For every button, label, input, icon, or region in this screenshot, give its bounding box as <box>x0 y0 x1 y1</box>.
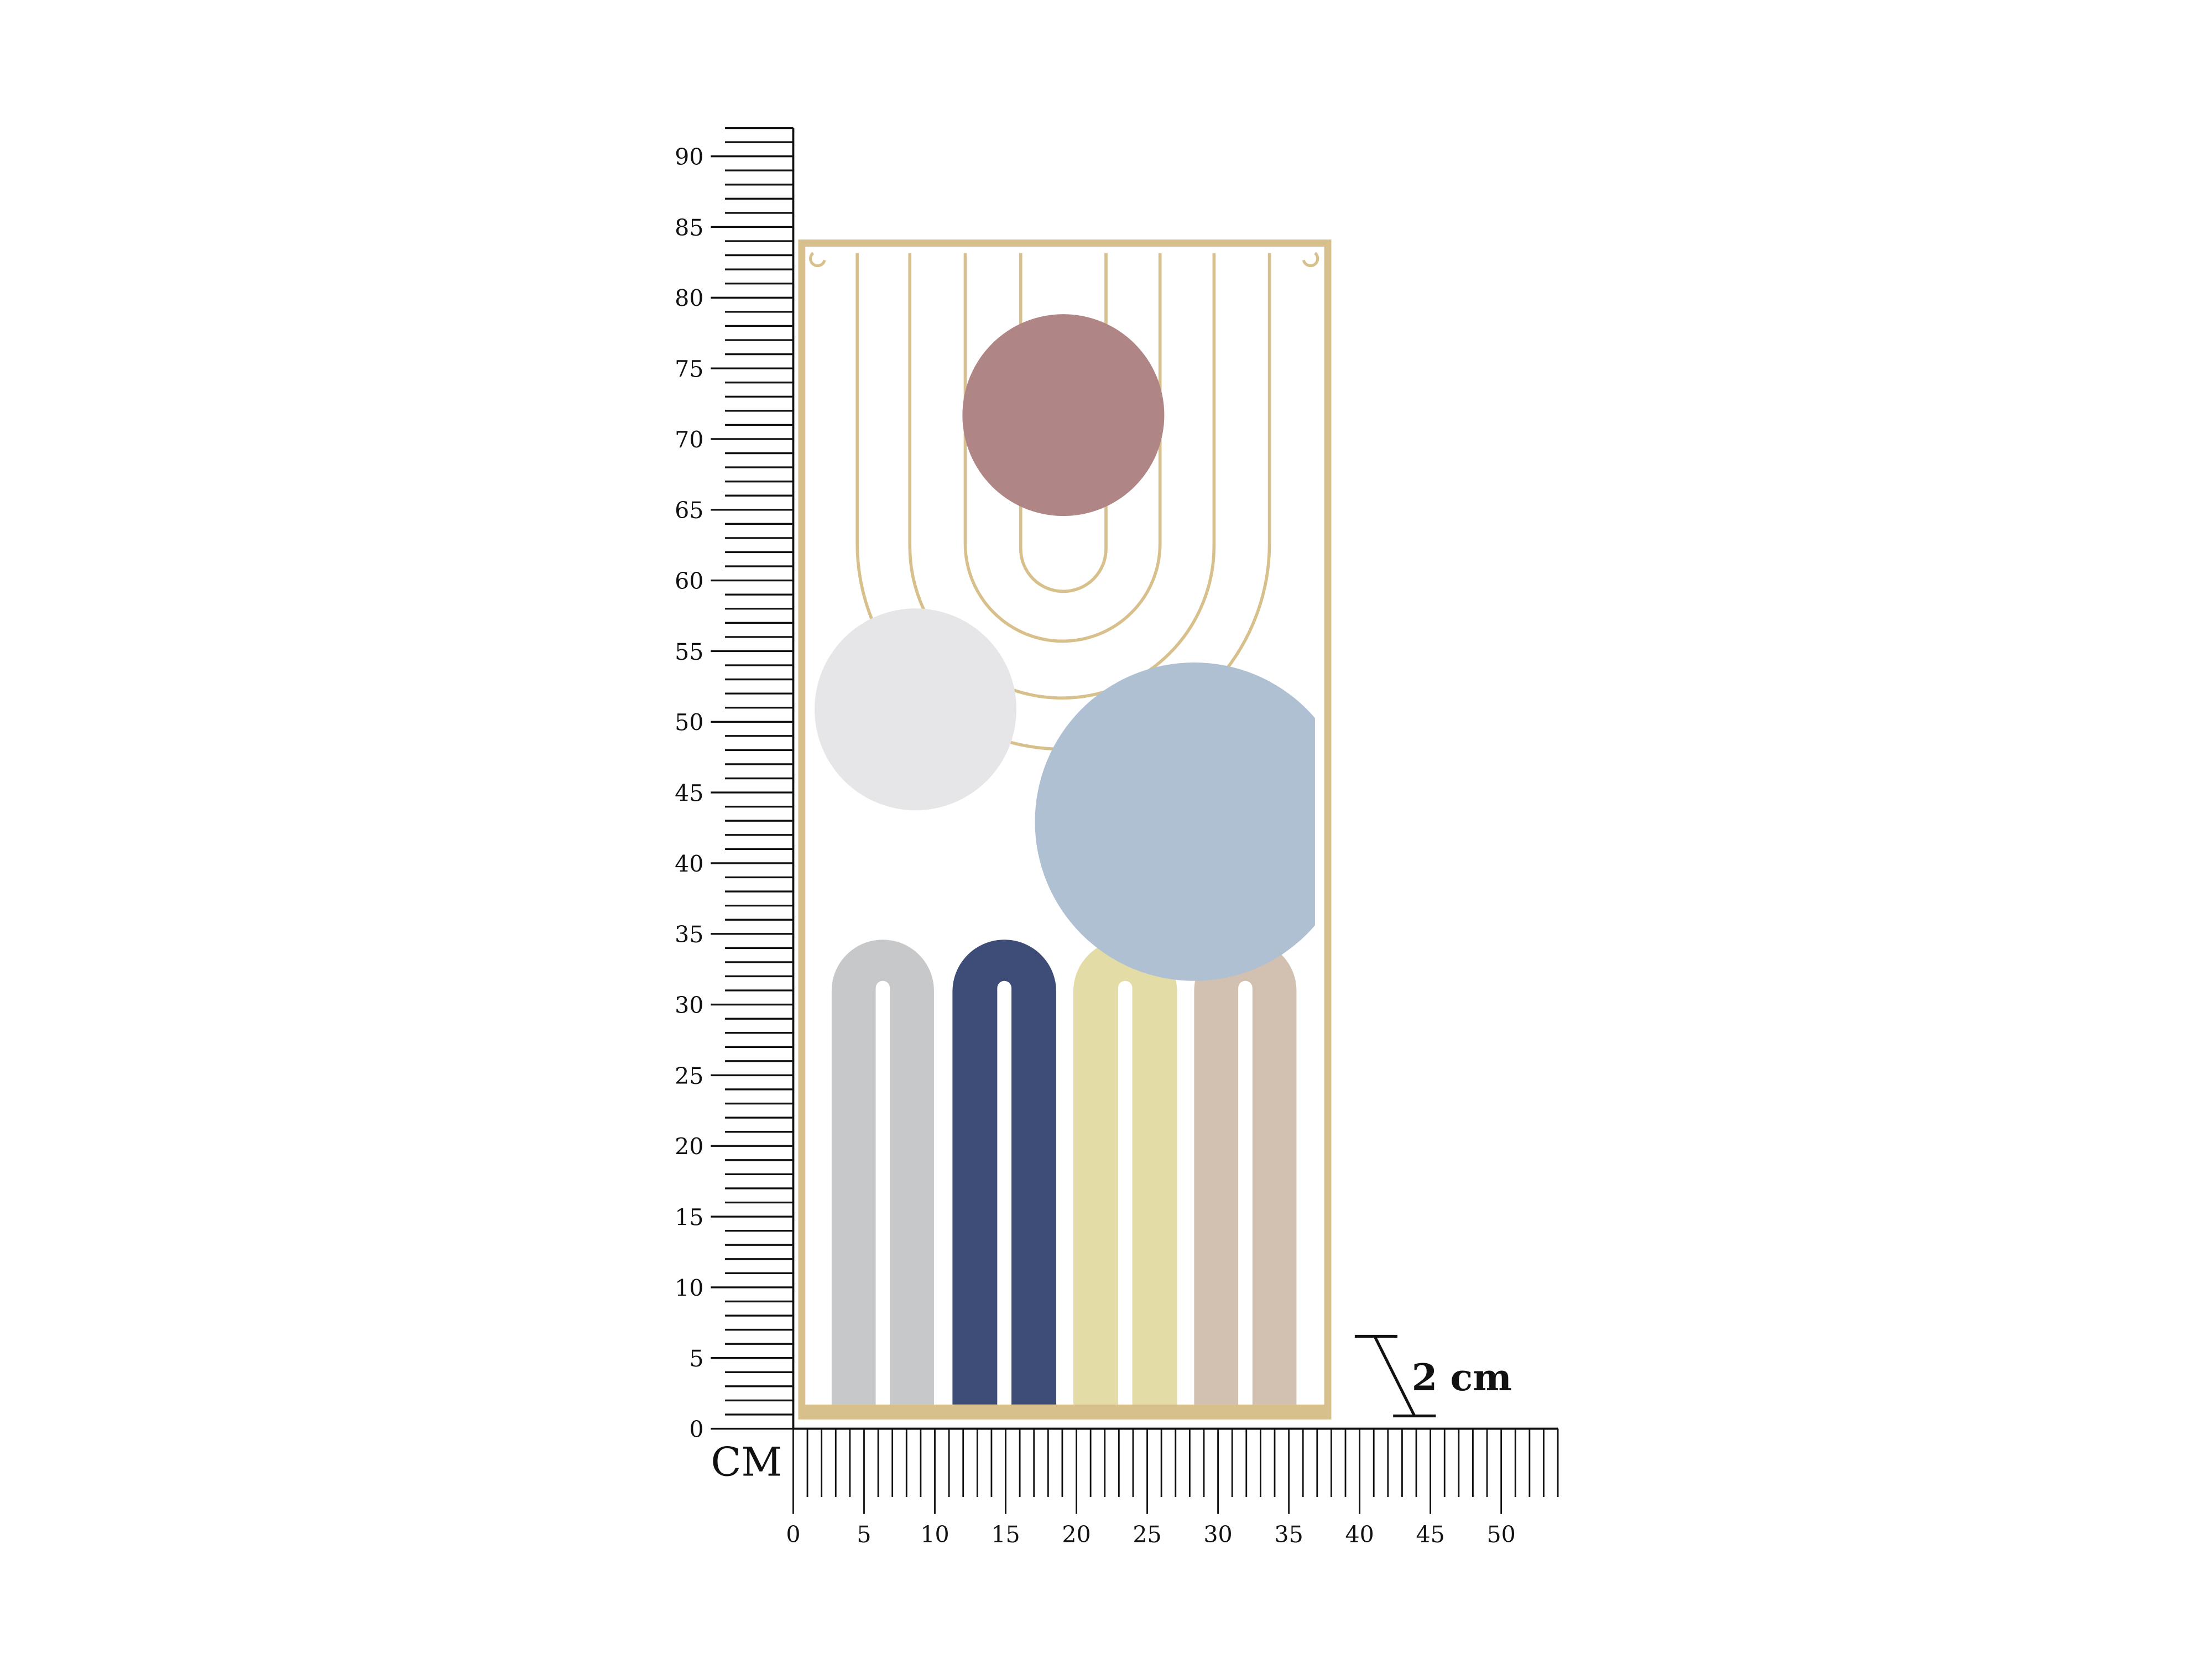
unit-label: CM <box>711 1438 782 1485</box>
navy-arch <box>952 940 1057 1405</box>
vertical-tick-label: 65 <box>675 497 703 524</box>
horizontal-ruler: 0 5 10 15 20 25 30 35 40 45 50 <box>786 1427 1559 1548</box>
horizontal-tick-label: 35 <box>1274 1521 1303 1548</box>
vertical-tick-label: 20 <box>675 1134 703 1160</box>
wire-arch <box>1019 253 1108 593</box>
vertical-tick-label: 15 <box>675 1204 703 1230</box>
vertical-tick-label: 10 <box>675 1275 703 1301</box>
wall-decor-product <box>798 239 1332 1420</box>
vertical-tick-label: 85 <box>675 215 703 241</box>
vertical-tick-label: 75 <box>675 356 703 383</box>
vertical-tick-label: 80 <box>675 285 703 312</box>
wire-arch <box>963 253 1162 643</box>
horizontal-tick-label: 45 <box>1416 1521 1444 1548</box>
horizontal-tick-label: 30 <box>1203 1521 1232 1548</box>
vertical-tick-label: 55 <box>675 639 703 665</box>
grey-arch <box>831 940 934 1405</box>
white-disc <box>815 608 1017 811</box>
vertical-tick-label: 25 <box>675 1063 703 1089</box>
vertical-tick-label: 45 <box>675 780 703 807</box>
hanging-hook-left <box>809 252 826 268</box>
vertical-ruler: 0 5 10 15 20 25 30 35 40 45 50 55 60 65 70 75 80 85 90 <box>675 127 795 1443</box>
depth-line <box>1373 1335 1416 1417</box>
vertical-tick-label: 90 <box>675 144 703 170</box>
beige-arch <box>1194 940 1297 1405</box>
vertical-tick-label: 0 <box>689 1416 703 1443</box>
depth-label: 2 cm <box>1412 1355 1512 1399</box>
horizontal-tick-label: 25 <box>1133 1521 1161 1548</box>
depth-annotation: 2 cm <box>1354 1334 1512 1417</box>
yellow-arch <box>1073 940 1177 1405</box>
horizontal-tick-label: 40 <box>1345 1521 1374 1548</box>
horizontal-tick-label: 5 <box>857 1521 871 1548</box>
vertical-tick-label: 70 <box>675 426 703 453</box>
frame-base-bar <box>801 1404 1328 1419</box>
horizontal-tick-label: 10 <box>920 1521 949 1548</box>
vertical-tick-label: 30 <box>675 992 703 1019</box>
horizontal-tick-label: 0 <box>786 1521 800 1548</box>
horizontal-tick-label: 50 <box>1486 1521 1515 1548</box>
pink-disc <box>962 314 1165 517</box>
blue-disc <box>1035 662 1315 981</box>
vertical-tick-label: 60 <box>675 568 703 594</box>
hanging-hook-right <box>1302 252 1319 268</box>
vertical-tick-label: 5 <box>689 1345 703 1372</box>
horizontal-tick-label: 15 <box>991 1521 1020 1548</box>
horizontal-tick-label: 20 <box>1062 1521 1091 1548</box>
vertical-tick-label: 40 <box>675 851 703 877</box>
vertical-tick-label: 50 <box>675 709 703 736</box>
vertical-tick-label: 35 <box>675 921 703 948</box>
